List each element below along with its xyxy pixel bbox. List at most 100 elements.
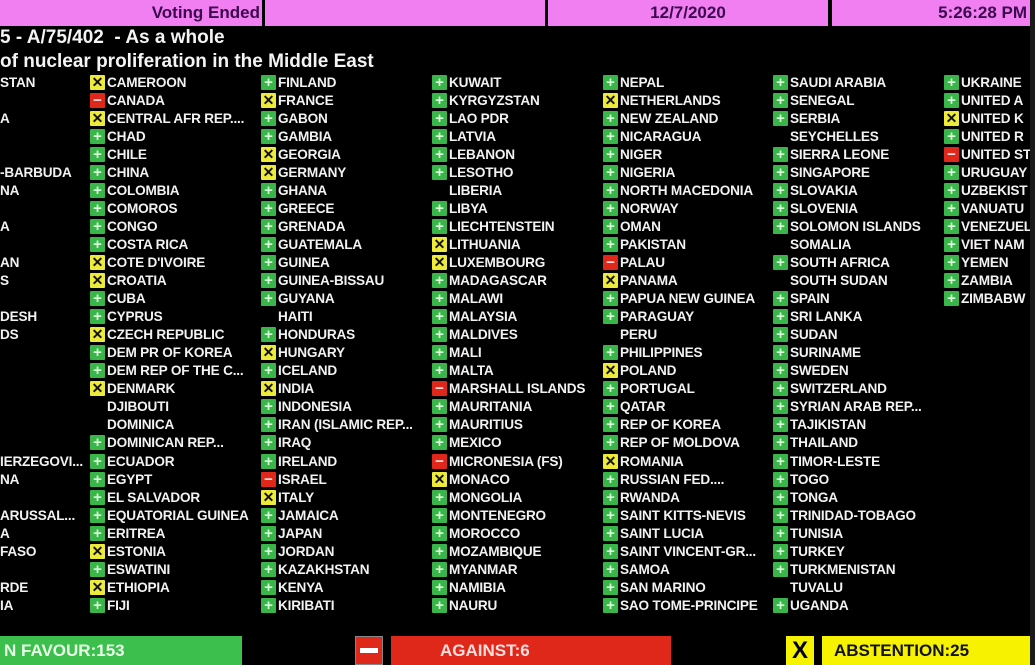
country-row: − MICRONESIA (FS) xyxy=(432,452,585,470)
plus-icon: + xyxy=(432,435,447,451)
country-name: LESOTHO xyxy=(449,164,514,180)
country-name: SLOVAKIA xyxy=(790,182,858,198)
plus-icon: + xyxy=(773,435,788,451)
plus-icon: + xyxy=(944,74,959,90)
country-name: A xyxy=(0,110,10,126)
country-name: CYPRUS xyxy=(107,309,163,325)
country-name: INDONESIA xyxy=(278,399,352,415)
country-name: A xyxy=(0,525,10,541)
plus-icon: + xyxy=(603,417,618,433)
country-row: + MONGOLIA xyxy=(432,488,585,506)
x-icon: ✕ xyxy=(90,380,105,397)
country-row: DS xyxy=(0,326,83,344)
country-row: + CYPRUS xyxy=(90,308,249,326)
country-name: DOMINICA xyxy=(107,417,175,433)
country-name: PERU xyxy=(620,327,657,343)
country-name: IRAQ xyxy=(278,435,312,451)
plus-icon: + xyxy=(603,561,618,577)
x-icon: ✕ xyxy=(603,362,618,379)
country-name: DOMINICAN REP... xyxy=(107,435,224,451)
country-column: + NEPAL ✕ NETHERLANDS + NEW ZEALAND + NICARAGUA… xyxy=(603,73,758,614)
plus-icon: + xyxy=(944,164,959,180)
plus-icon: + xyxy=(90,525,105,541)
plus-icon: + xyxy=(773,218,788,234)
country-row: A xyxy=(0,524,83,542)
country-name: DJIBOUTI xyxy=(107,399,169,415)
country-name: POLAND xyxy=(620,363,677,379)
country-name: VANUATU xyxy=(961,200,1025,216)
country-row: + HONDURAS xyxy=(261,326,413,344)
plus-icon: + xyxy=(432,597,447,613)
country-row: ✕ CROATIA xyxy=(90,272,249,290)
x-icon: ✕ xyxy=(432,235,447,252)
country-name: ISRAEL xyxy=(278,471,327,487)
plus-icon: + xyxy=(432,110,447,126)
plus-icon: + xyxy=(432,218,447,234)
plus-icon: + xyxy=(603,110,618,126)
country-name: -BARBUDA xyxy=(0,164,72,180)
country-name: ERITREA xyxy=(107,525,166,541)
country-name: UNITED K xyxy=(961,110,1024,126)
plus-icon: + xyxy=(432,345,447,361)
country-row: + DEM PR OF KOREA xyxy=(90,344,249,362)
country-name: ETHIOPIA xyxy=(107,579,170,595)
country-row: + GAMBIA xyxy=(261,127,413,145)
country-row: RDE xyxy=(0,578,83,596)
plus-icon: + xyxy=(261,579,276,595)
country-row: + VIET NAM xyxy=(944,235,1032,253)
country-row: + JAMAICA xyxy=(261,506,413,524)
country-name: TONGA xyxy=(790,489,838,505)
country-name: FASO xyxy=(0,543,37,559)
country-name: TAJIKISTAN xyxy=(790,417,867,433)
country-row: + GUATEMALA xyxy=(261,235,413,253)
plus-icon: + xyxy=(773,309,788,325)
plus-icon: + xyxy=(773,92,788,108)
country-row: ✕ NETHERLANDS xyxy=(603,91,758,109)
country-name: SLOVENIA xyxy=(790,200,858,216)
country-row: + SOUTH AFRICA xyxy=(773,253,922,271)
plus-icon: + xyxy=(432,399,447,415)
country-row: + ERITREA xyxy=(90,524,249,542)
country-name: PAPUA NEW GUINEA xyxy=(620,291,756,307)
country-name: NA xyxy=(0,471,20,487)
plus-icon: + xyxy=(90,309,105,325)
plus-icon: + xyxy=(90,218,105,234)
country-row: + UGANDA xyxy=(773,596,922,614)
country-name: SINGAPORE xyxy=(790,164,870,180)
country-name: TIMOR-LESTE xyxy=(790,453,880,469)
country-row: DJIBOUTI xyxy=(90,398,249,416)
country-name: GUINEA-BISSAU xyxy=(278,273,385,289)
plus-icon: + xyxy=(261,597,276,613)
country-row: ✕ MONACO xyxy=(432,470,585,488)
header-blank-panel xyxy=(265,0,545,26)
country-row: A xyxy=(0,109,83,127)
country-name: MOZAMBIQUE xyxy=(449,543,542,559)
country-row xyxy=(0,416,83,434)
country-row: + LATVIA xyxy=(432,127,585,145)
country-name: AN xyxy=(0,254,20,270)
country-row: + COSTA RICA xyxy=(90,235,249,253)
x-icon: ✕ xyxy=(261,91,276,108)
country-column: STAN A -BARBUDA NA A AN S DESH DS IERZEGOVI... NA A… xyxy=(0,73,83,614)
country-row: + EGYPT xyxy=(90,470,249,488)
country-row: ✕ UNITED K xyxy=(944,109,1032,127)
country-name: REP OF MOLDOVA xyxy=(620,435,740,451)
country-row: + PHILIPPINES xyxy=(603,344,758,362)
country-row: + GUYANA xyxy=(261,290,413,308)
x-icon: ✕ xyxy=(261,145,276,162)
in-favour-total: N FAVOUR:153 xyxy=(0,636,242,665)
country-name: GHANA xyxy=(278,182,327,198)
no-vote-icon xyxy=(432,183,447,198)
country-row: + UNITED R xyxy=(944,127,1032,145)
minus-icon: − xyxy=(944,146,959,162)
plus-icon: + xyxy=(603,525,618,541)
plus-icon: + xyxy=(944,254,959,270)
country-name: UNITED R xyxy=(961,128,1024,144)
country-name: KIRIBATI xyxy=(278,597,335,613)
x-icon: ✕ xyxy=(944,109,959,126)
plus-icon: + xyxy=(261,417,276,433)
plus-icon: + xyxy=(773,453,788,469)
plus-icon: + xyxy=(261,435,276,451)
country-row: + SUDAN xyxy=(773,326,922,344)
plus-icon: + xyxy=(432,92,447,108)
